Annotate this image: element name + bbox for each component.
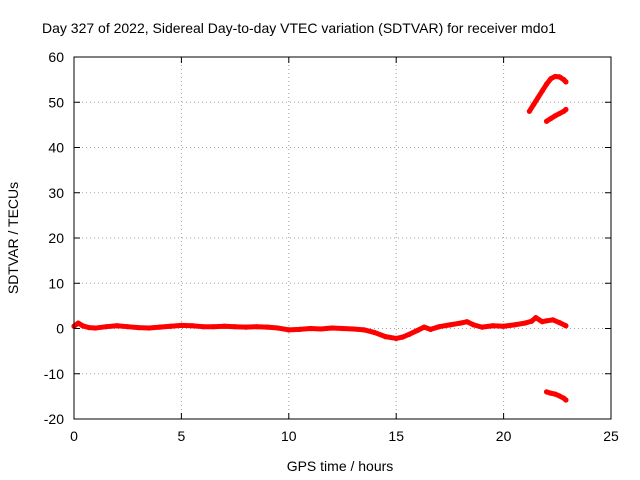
data-point: [550, 317, 556, 323]
y-tick-label: 0: [56, 321, 64, 337]
data-point: [543, 389, 550, 395]
chart-title: Day 327 of 2022, Sidereal Day-to-day VTE…: [42, 20, 556, 36]
x-tick-label: 15: [388, 428, 404, 444]
data-point: [135, 324, 142, 331]
data-point: [470, 322, 477, 328]
data-point: [400, 334, 406, 340]
data-point: [563, 323, 569, 329]
data-point: [232, 324, 238, 330]
data-point: [548, 76, 554, 82]
data-point: [531, 101, 537, 108]
data-point: [146, 325, 152, 331]
data-point: [548, 115, 554, 122]
data-point: [464, 319, 470, 325]
data-point: [563, 106, 569, 113]
data-point: [458, 320, 464, 326]
data-point: [125, 324, 131, 330]
y-axis-label: SDTVAR / TECUs: [5, 182, 21, 294]
y-tick-label: 20: [48, 230, 64, 246]
x-axis: 0 5 10 15 20 25: [70, 57, 619, 444]
data-point: [221, 323, 227, 329]
x-tick-label: 20: [496, 428, 512, 444]
data-point: [556, 110, 563, 117]
data-point: [211, 324, 217, 330]
data-point: [543, 118, 550, 124]
x-axis-label: GPS time / hours: [287, 458, 394, 474]
data-point: [168, 323, 174, 329]
data-point: [539, 319, 545, 325]
y-tick-label: -20: [44, 411, 64, 427]
data-point: [556, 320, 563, 326]
data-point: [253, 324, 260, 330]
data-point: [535, 95, 541, 101]
data-point: [275, 325, 281, 331]
data-point: [533, 315, 539, 321]
data-point: [427, 326, 434, 333]
data-point: [372, 329, 378, 336]
data-point: [543, 81, 550, 87]
data-point: [339, 325, 346, 332]
x-tick-label: 0: [70, 428, 78, 444]
data-point: [307, 325, 313, 332]
data-point: [382, 334, 389, 340]
data-point: [447, 322, 453, 328]
data-point: [86, 324, 92, 331]
data-point: [539, 88, 545, 94]
plot-area: [71, 73, 569, 403]
data-point: [264, 324, 270, 330]
y-axis: -20 -10 0 10 20 30 40 50 60: [44, 49, 611, 427]
data-point: [563, 79, 569, 85]
data-point: [436, 324, 442, 330]
data-point: [361, 327, 367, 333]
x-tick-label: 5: [178, 428, 186, 444]
data-point: [406, 331, 412, 337]
data-point: [200, 324, 206, 330]
data-point: [296, 326, 303, 333]
y-tick-label: 30: [48, 185, 64, 201]
data-point: [543, 318, 550, 324]
data-point: [522, 320, 528, 326]
data-point: [563, 397, 569, 403]
x-tick-label: 25: [603, 428, 619, 444]
data-point: [501, 323, 507, 329]
data-point: [79, 323, 86, 329]
data-point: [178, 322, 184, 328]
data-point: [421, 324, 427, 330]
data-point: [479, 324, 485, 330]
data-point: [157, 324, 163, 330]
data-point: [92, 325, 99, 331]
data-point: [548, 390, 554, 396]
y-tick-label: 10: [48, 275, 64, 291]
data-point: [189, 323, 195, 329]
data-point: [243, 324, 249, 330]
y-tick-label: 60: [48, 49, 64, 65]
data-point: [526, 108, 532, 114]
y-tick-label: -10: [44, 366, 64, 382]
data-point: [75, 320, 81, 326]
data-point: [415, 327, 421, 333]
y-tick-label: 40: [48, 140, 64, 156]
data-point: [286, 327, 292, 333]
x-tick-label: 10: [281, 428, 297, 444]
data-point: [511, 322, 517, 328]
data-point: [103, 324, 109, 330]
data-point: [393, 335, 399, 342]
data-point: [552, 73, 558, 80]
data-point: [528, 318, 535, 324]
data-point: [556, 74, 563, 80]
data-point: [552, 113, 558, 119]
data-point: [552, 391, 558, 397]
data-point: [350, 326, 356, 332]
data-point: [329, 325, 335, 331]
data-point: [490, 323, 496, 329]
data-point: [556, 393, 563, 399]
data-point: [318, 326, 324, 332]
data-point: [114, 323, 120, 329]
y-tick-label: 50: [48, 94, 64, 110]
